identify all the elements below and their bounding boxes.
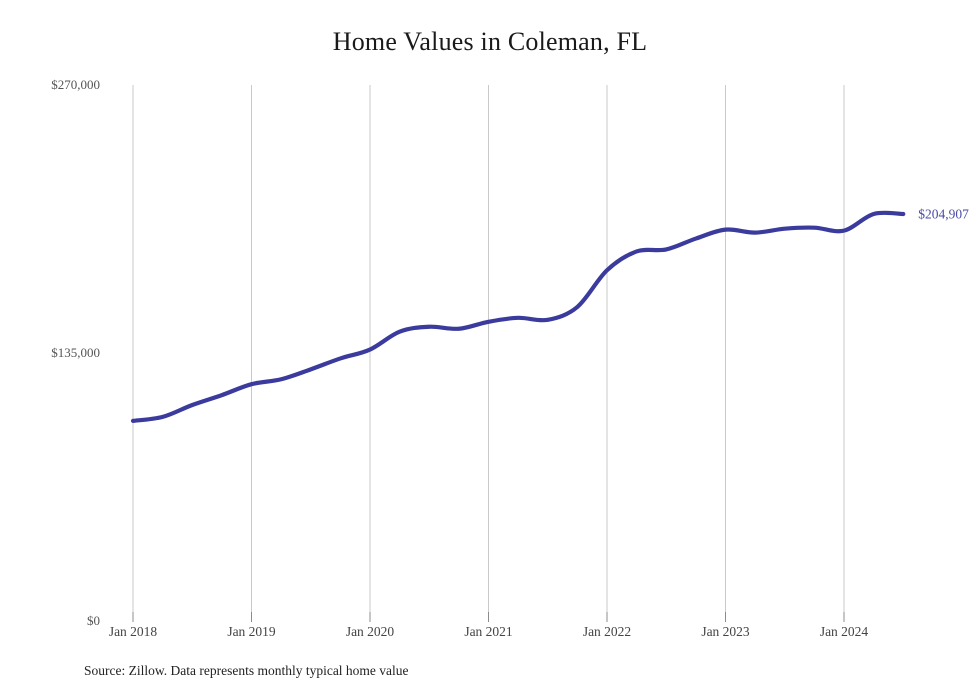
x-tick-label-jan-2019: Jan 2019 bbox=[227, 624, 276, 639]
y-axis-labels: $270,000 $135,000 $0 bbox=[51, 77, 100, 628]
y-tick-label-bottom: $0 bbox=[87, 613, 100, 628]
x-tick-label-jan-2020: Jan 2020 bbox=[346, 624, 395, 639]
x-axis-labels: Jan 2018 Jan 2019 Jan 2020 Jan 2021 Jan … bbox=[109, 624, 869, 639]
x-tick-label-jan-2021: Jan 2021 bbox=[464, 624, 512, 639]
x-axis-tickmarks bbox=[132, 612, 845, 622]
x-tick-label-jan-2024: Jan 2024 bbox=[820, 624, 869, 639]
y-tick-label-top: $270,000 bbox=[51, 77, 100, 92]
page-title: Home Values in Coleman, FL bbox=[332, 27, 648, 56]
end-value-label: $204,907 bbox=[918, 207, 969, 222]
gridlines bbox=[132, 85, 845, 620]
x-tick-label-jan-2018: Jan 2018 bbox=[109, 624, 158, 639]
home-value-line-series bbox=[130, 210, 906, 423]
x-tick-label-jan-2022: Jan 2022 bbox=[583, 624, 631, 639]
y-tick-label-mid: $135,000 bbox=[51, 345, 100, 360]
source-note: Source: Zillow. Data represents monthly … bbox=[84, 663, 409, 678]
x-tick-label-jan-2023: Jan 2023 bbox=[701, 624, 750, 639]
